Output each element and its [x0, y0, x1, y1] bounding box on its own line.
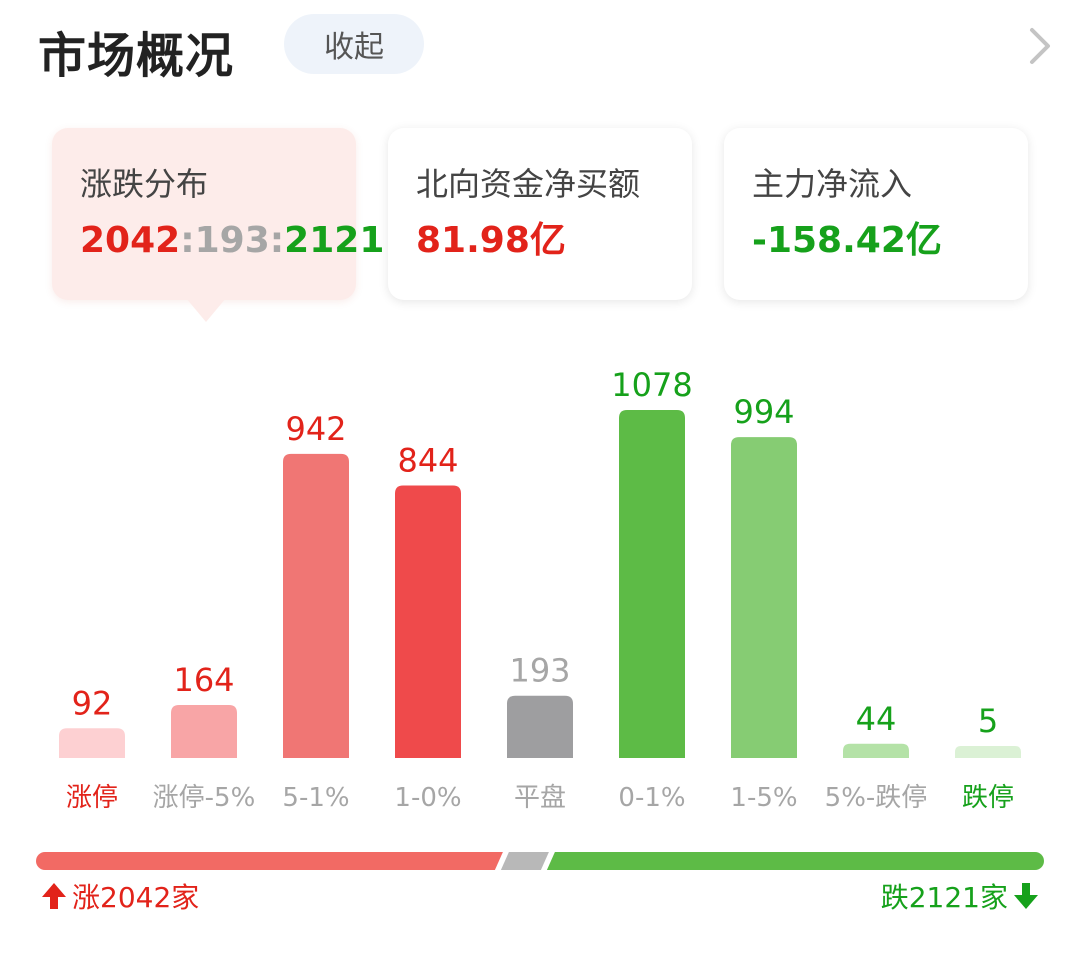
footer-up-count: 涨2042家 [36, 874, 199, 918]
card-rise-fall-distribution[interactable]: 涨跌分布 2042:193:2121 [52, 128, 384, 300]
card-label: 涨跌分布 [80, 165, 209, 203]
bar-value-label: 44 [856, 700, 897, 738]
ratio-separator: : [180, 220, 195, 261]
bar-value-label: 844 [397, 442, 458, 480]
distribution-bar-chart: 92 涨停 164 涨停-5% 942 5-1% 844 1-0% 193 平盘 1078 0-1% 9… [59, 366, 1021, 813]
bar-category-label: 1-0% [394, 783, 461, 813]
bar-2 [283, 453, 349, 758]
bar-category-label: 5-1% [282, 783, 349, 813]
bar-category-label: 5%-跌停 [825, 783, 928, 813]
down-total-label: 跌2121家 [880, 881, 1008, 914]
bar-category-label: 0-1% [618, 783, 685, 813]
down-count: 2121 [284, 220, 385, 261]
breadth-up-segment [36, 852, 503, 870]
bar-5 [619, 410, 685, 758]
main-inflow-value: -158.42亿 [752, 220, 942, 261]
breadth-flat-segment [500, 852, 549, 870]
flat-count: 193 [194, 220, 270, 261]
bar-value-label: 92 [72, 684, 113, 722]
bar-category-label: 涨停 [66, 783, 118, 813]
bar-category-label: 涨停-5% [153, 783, 256, 813]
bar-category-label: 跌停 [962, 783, 1014, 813]
arrow-down-icon [1014, 883, 1038, 909]
rise-fall-ratio: 2042:193:2121 [80, 216, 384, 266]
card-label: 北向资金净买额 [416, 165, 641, 203]
bar-category-label: 平盘 [514, 783, 566, 813]
bar-0 [59, 728, 125, 758]
breadth-down-segment [546, 852, 1044, 870]
bar-value-label: 164 [173, 661, 234, 699]
card-label: 主力净流入 [752, 165, 913, 203]
breadth-bar [36, 852, 1044, 870]
active-card-pointer [186, 298, 226, 322]
bar-value-label: 5 [978, 702, 998, 740]
footer-down-count: 跌2121家 [881, 874, 1044, 918]
northbound-value: 81.98亿 [416, 220, 566, 261]
bar-4 [507, 695, 573, 758]
bar-6 [731, 437, 797, 758]
arrow-up-icon [42, 883, 66, 909]
bar-value-label: 1078 [611, 366, 692, 404]
bar-8 [955, 746, 1021, 758]
bar-7 [843, 743, 909, 758]
page-title: 市场概况 [38, 28, 235, 84]
chevron-right-icon[interactable] [1020, 22, 1060, 70]
up-count: 2042 [80, 220, 181, 261]
bar-1 [171, 705, 237, 758]
collapse-button[interactable]: 收起 [284, 14, 424, 74]
header: 市场概况 收起 [0, 0, 1080, 100]
bar-3 [395, 485, 461, 758]
ratio-separator: : [269, 220, 285, 261]
bar-value-label: 193 [509, 652, 570, 690]
bar-value-label: 942 [285, 410, 346, 448]
bar-category-label: 1-5% [730, 783, 797, 813]
card-northbound-net-buy[interactable]: 北向资金净买额 81.98亿 [388, 128, 692, 300]
bar-value-label: 994 [733, 393, 794, 431]
card-main-net-inflow[interactable]: 主力净流入 -158.42亿 [724, 128, 1028, 300]
up-total-label: 涨2042家 [72, 881, 200, 914]
